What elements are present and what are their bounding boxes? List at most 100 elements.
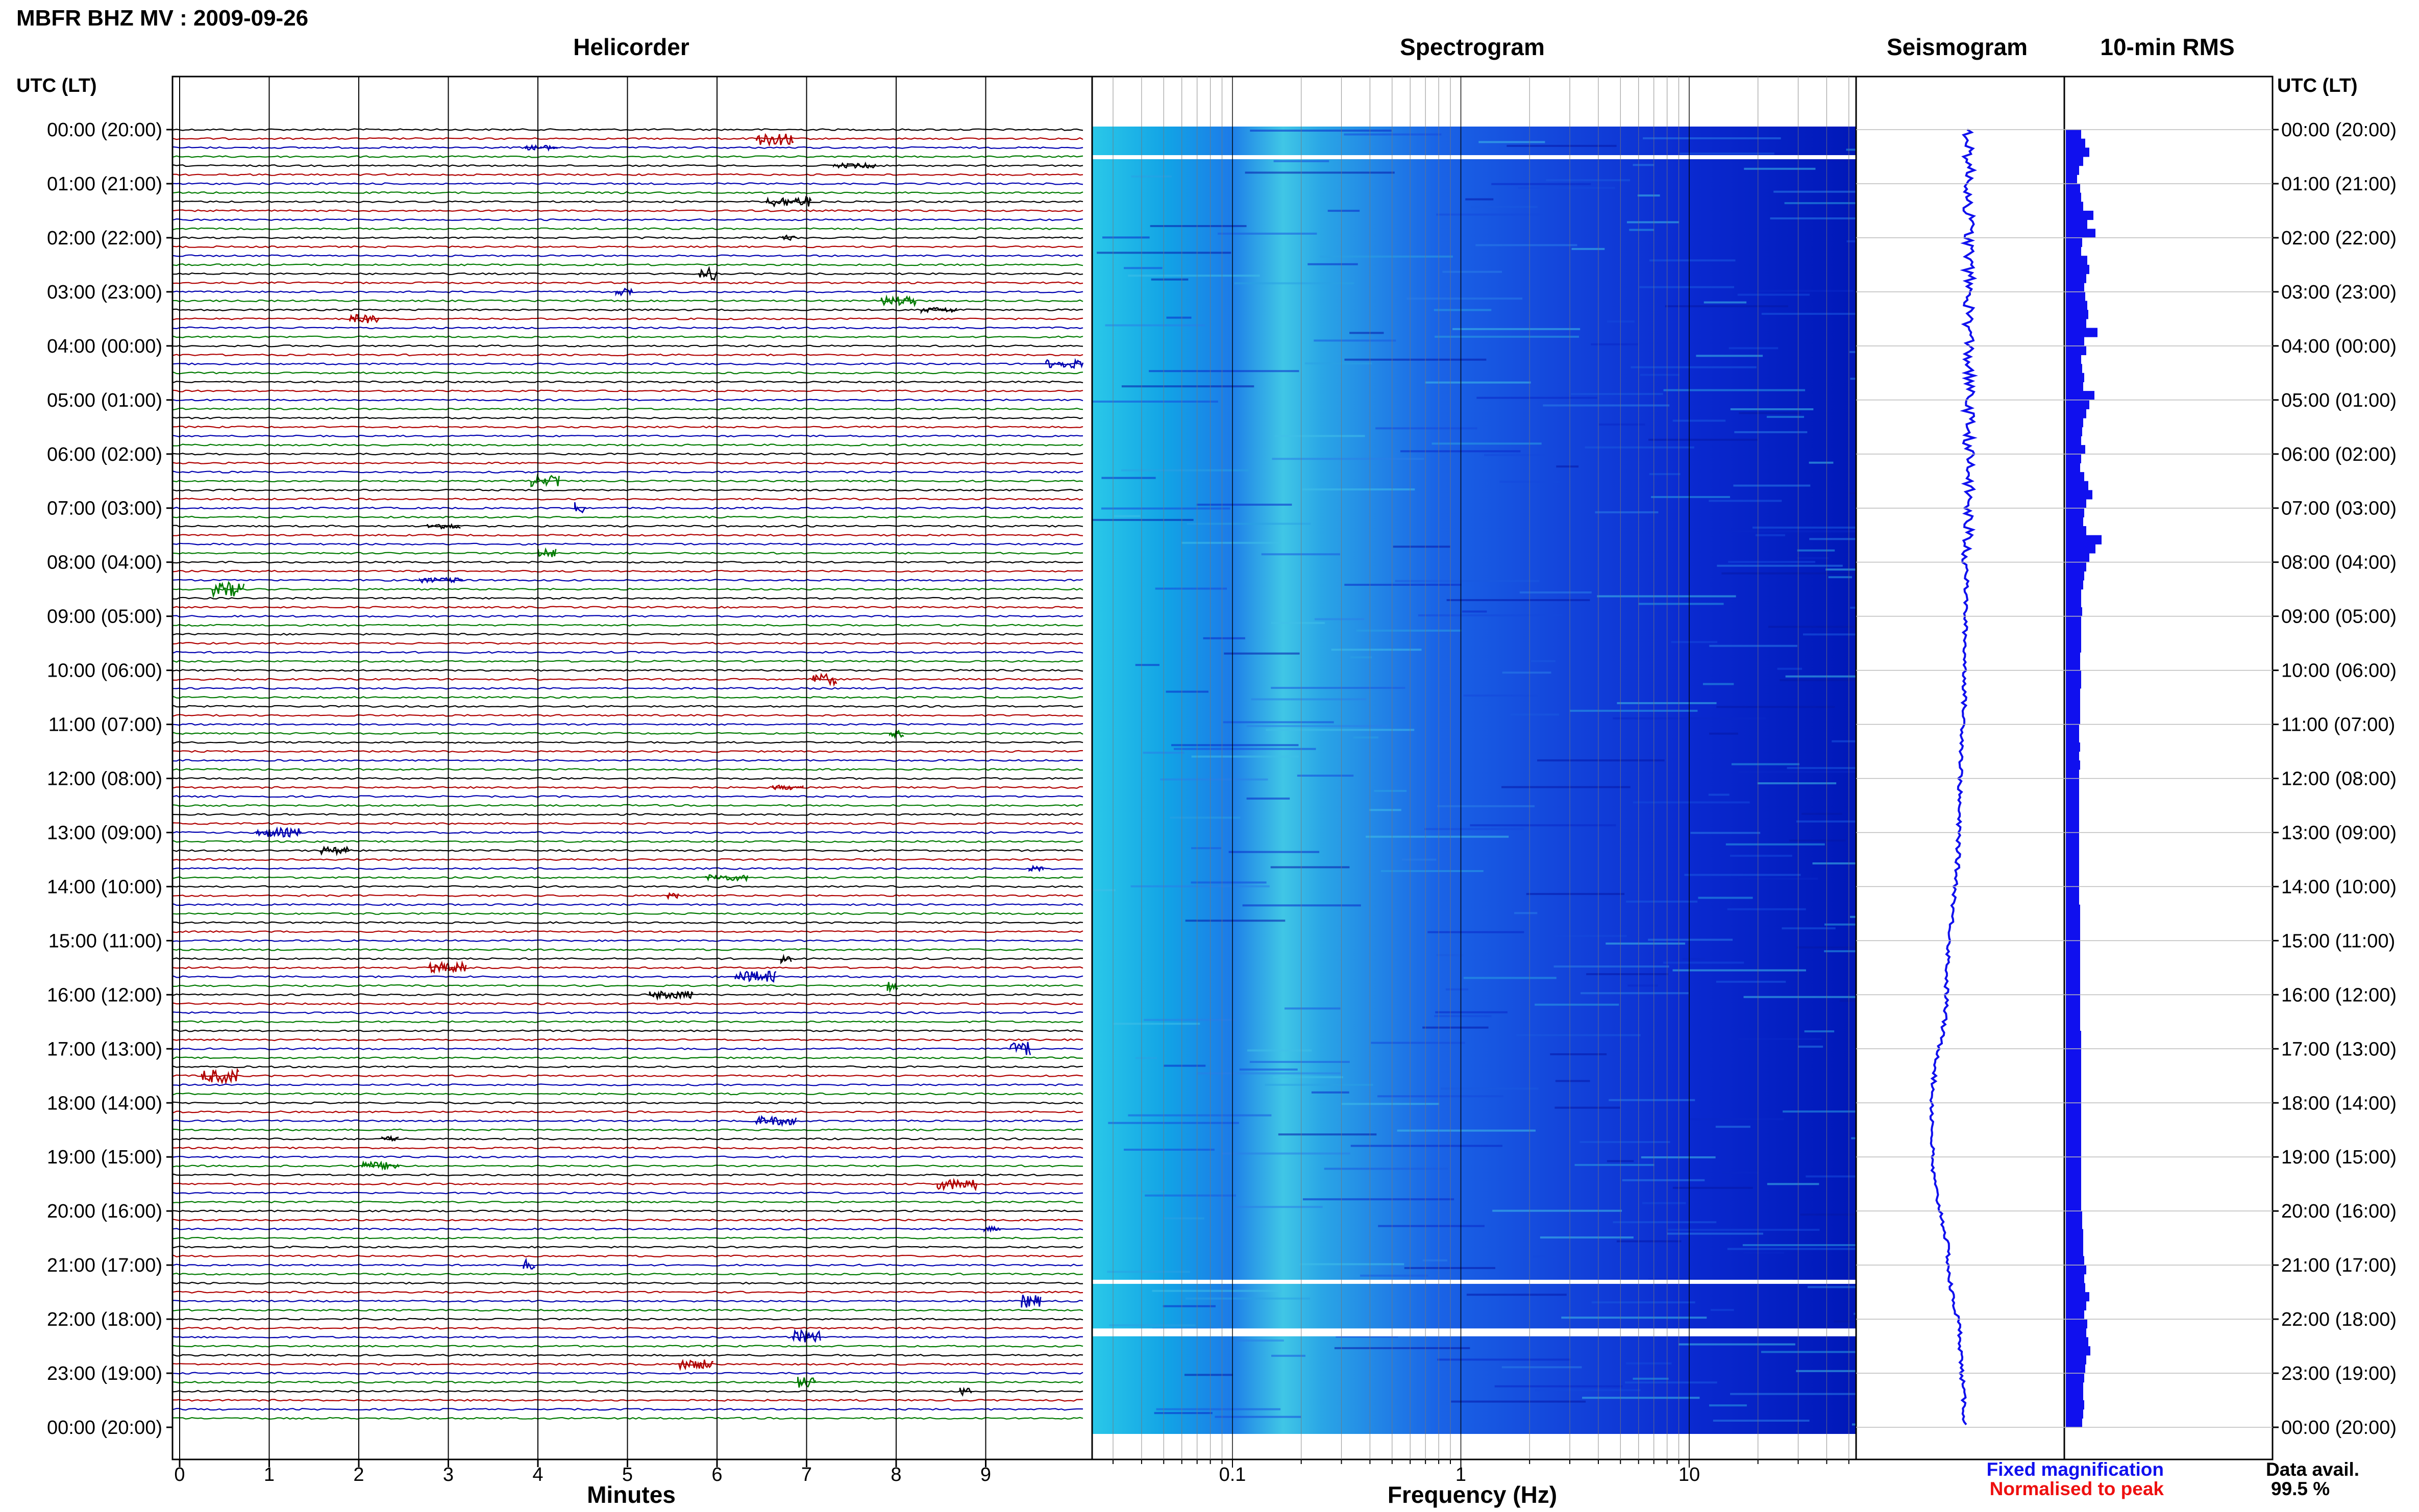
- spectrogram-stripe: [1149, 370, 1299, 373]
- spectrogram-stripe: [1725, 843, 1825, 846]
- rms-bar: [2066, 995, 2080, 1004]
- spectrogram-stripe: [1471, 206, 1538, 208]
- helicorder-trace: [172, 488, 1083, 492]
- helicorder-trace: [172, 1236, 1083, 1240]
- rms-bar: [2066, 264, 2089, 275]
- spectrogram-stripe: [1101, 477, 1156, 479]
- rms-bar: [2066, 345, 2086, 355]
- spectrogram-stripe: [1543, 404, 1670, 407]
- spectrogram-stripe: [1437, 1358, 1571, 1361]
- spectrogram-stripe: [1571, 247, 1605, 250]
- rms-bar: [2066, 1265, 2086, 1275]
- spectrogram-stripe: [1186, 1297, 1311, 1300]
- helicorder-trace: [172, 768, 1083, 771]
- helicorder-trace: [172, 155, 1083, 158]
- helicorder-trace: [172, 1065, 1083, 1069]
- spectrogram-stripe: [1597, 595, 1736, 598]
- time-tick-label-right: 10:00 (06:00): [2281, 660, 2397, 682]
- helicorder-trace: [172, 416, 1083, 419]
- spectrogram-stripe: [1349, 332, 1384, 334]
- rms-bar: [2066, 1319, 2087, 1329]
- helicorder-trace: [172, 1417, 1083, 1420]
- helicorder-event: [772, 784, 804, 790]
- helicorder-trace: [172, 831, 1083, 834]
- spectrogram-stripe: [1598, 423, 1645, 426]
- helicorder-trace: [172, 137, 1083, 140]
- spectrogram-stripe: [1824, 923, 1856, 926]
- spectrogram-stripe: [1535, 1389, 1641, 1392]
- rms-bar: [2066, 859, 2079, 869]
- rms-bar: [2066, 508, 2084, 517]
- spectrogram-stripe: [1846, 240, 1856, 242]
- helicorder-event: [649, 990, 694, 1001]
- rms-bar: [2066, 760, 2080, 770]
- helicorder-trace: [172, 651, 1083, 654]
- rms-bar: [2066, 1067, 2081, 1076]
- spectrogram-stripe: [1631, 366, 1757, 368]
- spectrogram-stripe: [1812, 862, 1856, 864]
- time-tick-label-left: 12:00 (08:00): [47, 769, 162, 790]
- spectrogram-stripe: [1174, 748, 1316, 750]
- spectrogram-stripe: [1553, 965, 1669, 968]
- rms-bar: [2066, 130, 2081, 139]
- rms-bar: [2066, 877, 2079, 887]
- spectrogram-stripe: [1519, 591, 1592, 593]
- spectrogram-stripe: [1672, 969, 1806, 972]
- spectrogram-stripe: [1680, 152, 1774, 155]
- spectrogram-stripe: [1734, 431, 1808, 433]
- rms-bar: [2066, 607, 2082, 617]
- rms-bar: [2066, 445, 2085, 455]
- spectrogram-stripe: [1717, 564, 1843, 567]
- helicorder-event: [1021, 1295, 1042, 1308]
- rms-bar: [2066, 1274, 2084, 1283]
- rms-bar: [2066, 237, 2082, 247]
- helicorder-trace: [172, 371, 1083, 375]
- spectrogram-stripe: [1397, 1129, 1536, 1132]
- spectrogram-stripe: [1124, 1149, 1215, 1151]
- helicorder-trace: [172, 380, 1083, 384]
- spectrogram-stripe: [1371, 1042, 1465, 1044]
- helicorder-event: [615, 287, 633, 297]
- rms-bar: [2066, 589, 2081, 599]
- spectrogram-stripe: [1108, 1122, 1239, 1124]
- time-tick-label-left: 10:00 (06:00): [47, 660, 162, 682]
- spectrogram-stripe: [1155, 587, 1227, 590]
- spectrogram-stripe: [1787, 767, 1856, 770]
- time-tick-label-right: 21:00 (17:00): [2281, 1255, 2397, 1276]
- helicorder-trace: [172, 218, 1083, 221]
- spectrogram-stripe: [1144, 1019, 1237, 1021]
- helicorder-trace: [172, 614, 1083, 618]
- rms-bar: [2066, 742, 2080, 752]
- spectrogram-stripe: [1271, 687, 1405, 689]
- rms-bar: [2066, 184, 2080, 193]
- rms-bar: [2066, 968, 2080, 977]
- spectrogram-stripe: [1721, 572, 1856, 575]
- rms-bar: [2066, 625, 2081, 635]
- rms-bar: [2066, 634, 2081, 644]
- rms-bar: [2066, 1247, 2083, 1256]
- time-tick-label-right: 06:00 (02:00): [2281, 444, 2397, 465]
- helicorder-trace: [172, 930, 1083, 933]
- rms-bar: [2066, 192, 2081, 202]
- rms-bar: [2066, 571, 2084, 581]
- helicorder-trace: [172, 1056, 1083, 1059]
- spectrogram-stripe: [1445, 988, 1469, 990]
- spectrogram-stripe: [1852, 1423, 1856, 1426]
- spectrogram-stripe: [1092, 889, 1116, 891]
- minute-tick-label: 0: [174, 1464, 185, 1485]
- rms-bar: [2066, 1121, 2081, 1130]
- time-tick-label-left: 07:00 (03:00): [47, 498, 162, 519]
- rms-bar: [2066, 373, 2084, 382]
- rms-bar: [2066, 210, 2093, 220]
- spectrogram-stripe: [1418, 614, 1563, 616]
- helicorder-trace: [172, 1128, 1083, 1132]
- helicorder-trace: [172, 1182, 1083, 1185]
- spectrogram-stripe: [1465, 198, 1494, 201]
- spectrogram-gap: [1092, 1328, 1856, 1333]
- helicorder-event: [201, 1068, 239, 1085]
- spectrogram-stripe: [1478, 141, 1545, 143]
- spectrogram-stripe: [1314, 339, 1396, 342]
- rms-bar: [2066, 670, 2081, 680]
- spectrogram-stripe: [1766, 416, 1804, 418]
- spectrogram-stripe: [1689, 1118, 1784, 1121]
